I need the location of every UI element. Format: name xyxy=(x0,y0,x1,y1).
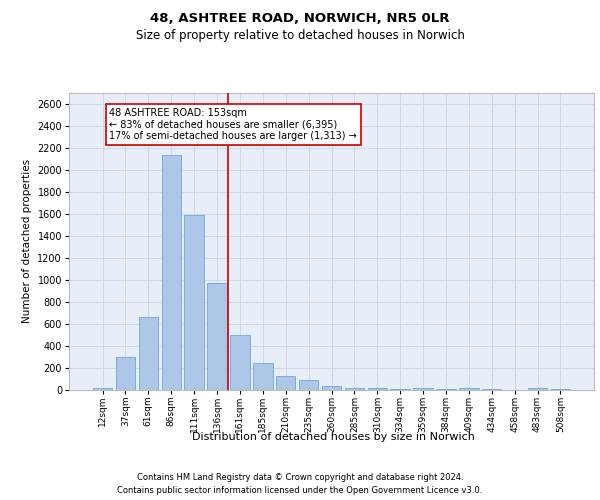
Text: 48 ASHTREE ROAD: 153sqm
← 83% of detached houses are smaller (6,395)
17% of semi: 48 ASHTREE ROAD: 153sqm ← 83% of detache… xyxy=(109,108,357,141)
Text: Contains public sector information licensed under the Open Government Licence v3: Contains public sector information licen… xyxy=(118,486,482,495)
Bar xyxy=(391,389,410,390)
Bar xyxy=(161,156,181,390)
Text: Distribution of detached houses by size in Norwich: Distribution of detached houses by size … xyxy=(191,432,475,442)
Bar xyxy=(93,388,112,390)
Y-axis label: Number of detached properties: Number of detached properties xyxy=(22,159,32,324)
Bar xyxy=(322,386,341,390)
Bar xyxy=(413,388,433,390)
Bar xyxy=(459,388,479,390)
Text: Contains HM Land Registry data © Crown copyright and database right 2024.: Contains HM Land Registry data © Crown c… xyxy=(137,472,463,482)
Bar xyxy=(528,388,547,390)
Bar xyxy=(208,282,227,390)
Bar xyxy=(253,363,272,390)
Bar xyxy=(344,388,364,390)
Bar xyxy=(276,376,295,390)
Bar xyxy=(230,335,250,390)
Bar xyxy=(368,388,387,390)
Text: Size of property relative to detached houses in Norwich: Size of property relative to detached ho… xyxy=(136,29,464,42)
Bar xyxy=(436,389,455,390)
Bar xyxy=(139,318,158,390)
Bar xyxy=(299,380,319,390)
Bar xyxy=(116,357,135,390)
Text: 48, ASHTREE ROAD, NORWICH, NR5 0LR: 48, ASHTREE ROAD, NORWICH, NR5 0LR xyxy=(150,12,450,26)
Bar xyxy=(184,215,204,390)
